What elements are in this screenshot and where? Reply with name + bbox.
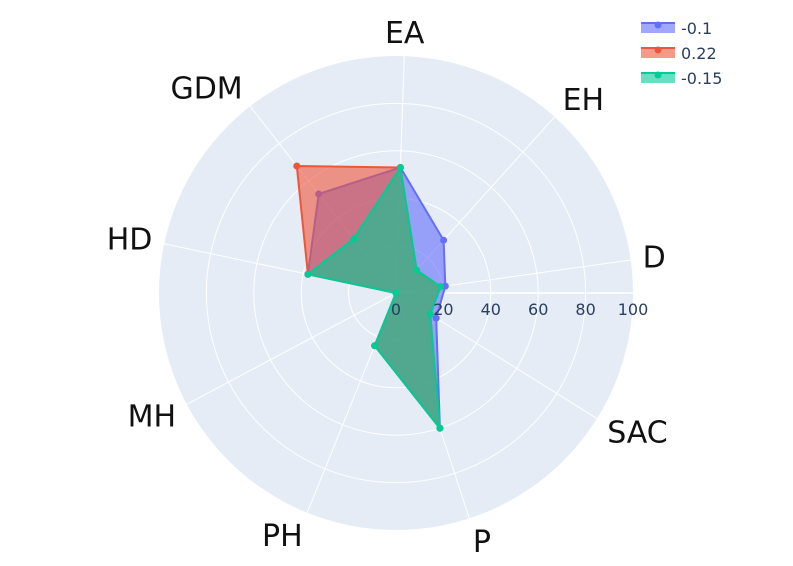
data-point-gdm[interactable] — [293, 162, 301, 170]
data-point-sac[interactable] — [432, 314, 440, 322]
radial-tick-label: 60 — [528, 300, 548, 319]
category-label-gdm: GDM — [170, 71, 242, 106]
legend-item-1[interactable]: 0.22 — [641, 44, 717, 63]
category-label-eh: EH — [563, 83, 605, 118]
legend-label: -0.1 — [681, 19, 712, 38]
legend-marker — [654, 71, 662, 79]
category-label-ph: PH — [262, 519, 303, 554]
radial-tick-label: 20 — [433, 300, 453, 319]
series-area — [306, 166, 442, 430]
data-point-eh[interactable] — [413, 266, 421, 274]
data-point-p[interactable] — [436, 424, 444, 432]
radial-tick-label: 40 — [481, 300, 501, 319]
data-point-eh[interactable] — [440, 236, 448, 244]
series-traces — [293, 162, 449, 432]
radial-tick-labels: 0 20 40 60 80 100 — [391, 300, 648, 319]
category-label-mh: MH — [128, 400, 176, 435]
legend-marker — [654, 21, 662, 29]
category-label-sac: SAC — [607, 415, 668, 450]
category-label-ea: EA — [385, 16, 425, 51]
legend-marker — [654, 46, 662, 54]
data-point-ph[interactable] — [371, 342, 379, 350]
legend-item-2[interactable]: -0.15 — [641, 69, 722, 88]
data-point-sac[interactable] — [426, 310, 434, 318]
data-point-ea[interactable] — [396, 164, 404, 171]
radial-tick-label: 0 — [391, 300, 401, 319]
category-label-p: P — [473, 525, 491, 560]
data-point-gdm[interactable] — [350, 235, 358, 243]
series-2 — [304, 164, 445, 432]
legend-label: 0.22 — [681, 44, 717, 63]
radial-tick-label: 100 — [618, 300, 649, 319]
data-point-d[interactable] — [437, 283, 445, 291]
radial-tick-label: 80 — [575, 300, 595, 319]
legend-item-0[interactable]: -0.1 — [641, 19, 712, 38]
data-point-mh[interactable] — [392, 289, 400, 297]
legend[interactable]: -0.1 0.22 -0.15 — [641, 19, 722, 88]
category-labels: D EH EA GDM HD MH PH P SAC — [107, 16, 668, 560]
spoke-mh — [186, 292, 397, 405]
category-label-d: D — [643, 241, 666, 276]
data-point-hd[interactable] — [304, 270, 312, 278]
category-label-hd: HD — [107, 223, 153, 258]
legend-label: -0.15 — [681, 69, 722, 88]
